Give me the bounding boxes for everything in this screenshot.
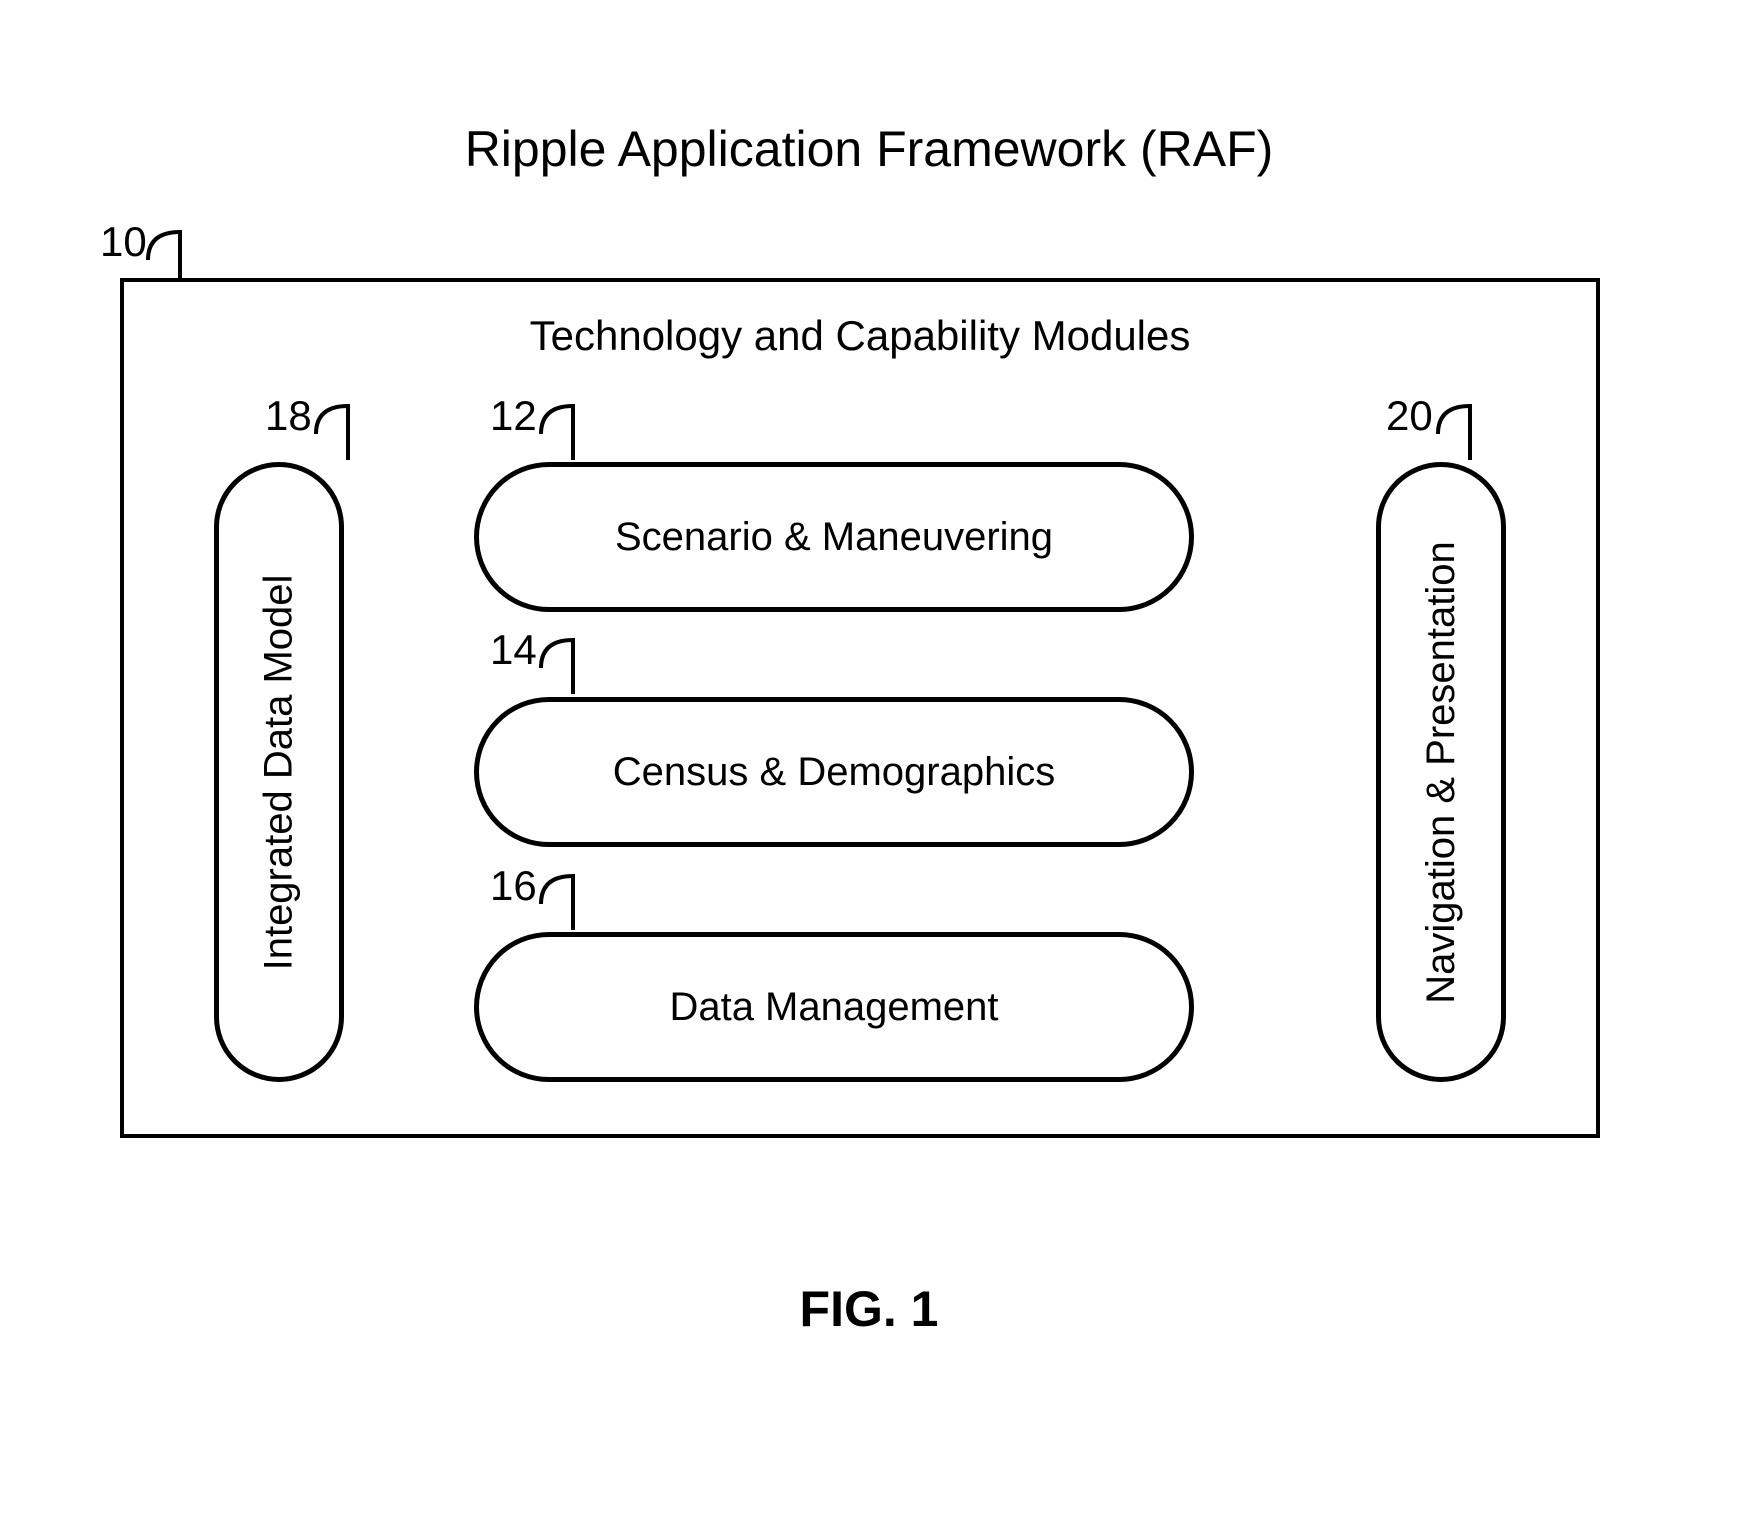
module-census-demographics: Census & Demographics bbox=[474, 697, 1194, 847]
ref-label-12: 12 bbox=[490, 392, 537, 440]
container-box: Technology and Capability Modules Integr… bbox=[120, 278, 1600, 1138]
module-label-1: Scenario & Maneuvering bbox=[615, 515, 1053, 560]
ref-label-18: 18 bbox=[265, 392, 312, 440]
module-scenario-maneuvering: Scenario & Maneuvering bbox=[474, 462, 1194, 612]
ref-label-10: 10 bbox=[100, 218, 147, 266]
figure-label: FIG. 1 bbox=[0, 1280, 1738, 1338]
module-label-left: Integrated Data Model bbox=[257, 574, 302, 970]
ref-label-20: 20 bbox=[1386, 392, 1433, 440]
ref-label-16: 16 bbox=[490, 862, 537, 910]
ref-label-14: 14 bbox=[490, 626, 537, 674]
subtitle: Technology and Capability Modules bbox=[124, 312, 1596, 360]
module-integrated-data-model: Integrated Data Model bbox=[214, 462, 344, 1082]
module-label-3: Data Management bbox=[669, 985, 998, 1030]
module-navigation-presentation: Navigation & Presentation bbox=[1376, 462, 1506, 1082]
module-label-right: Navigation & Presentation bbox=[1419, 541, 1464, 1004]
main-title: Ripple Application Framework (RAF) bbox=[0, 120, 1738, 178]
module-label-2: Census & Demographics bbox=[613, 750, 1055, 795]
module-data-management: Data Management bbox=[474, 932, 1194, 1082]
